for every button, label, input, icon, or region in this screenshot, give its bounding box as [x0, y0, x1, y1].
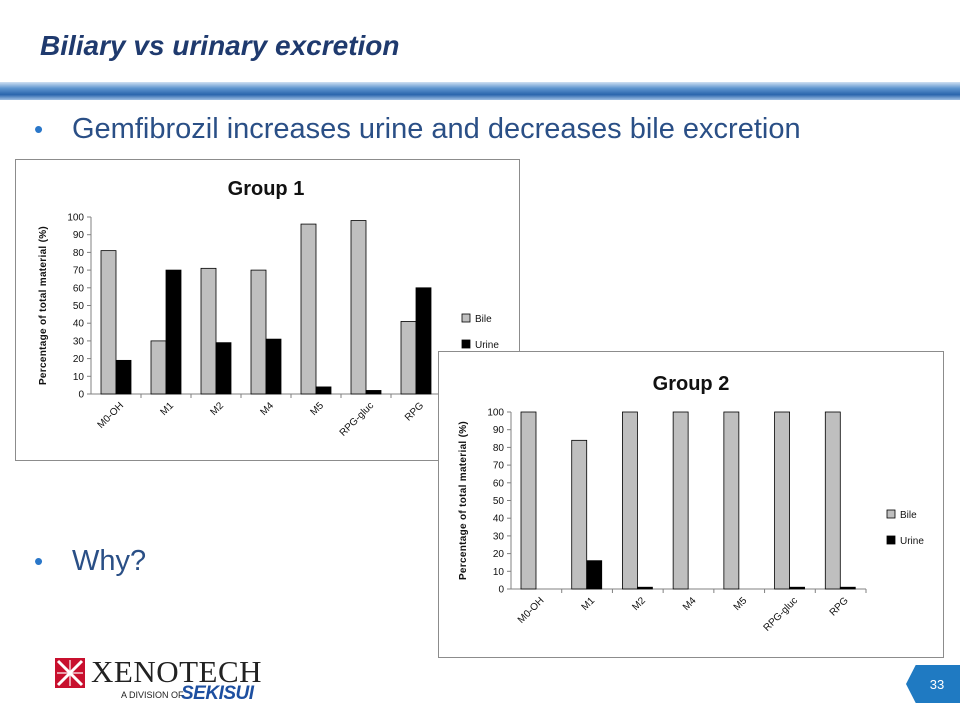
chart-1-x-tick-label: M4	[259, 400, 277, 418]
chart-2-bar-urine-rpg	[839, 586, 856, 590]
chart-1-bar-bile-m4	[250, 269, 267, 395]
xenotech-logo-mark-icon	[55, 658, 85, 688]
chart-2-legend-label-bile: Bile	[900, 510, 917, 521]
chart-2-bar-urine-m1	[586, 560, 603, 590]
chart-2-title: Group 2	[653, 373, 730, 395]
chart-1-legend-label-bile: Bile	[475, 314, 492, 325]
chart-2-y-tick-label: 30	[493, 531, 505, 542]
chart-1-bar-urine-m0-oh	[115, 359, 132, 395]
chart-2-y-tick-label: 80	[493, 443, 505, 454]
chart-2-bar-bile-m1	[571, 439, 588, 590]
chart-2-y-tick-label: 90	[493, 425, 505, 436]
chart-1-legend-swatch-urine	[461, 339, 471, 349]
chart-2-y-tick-label: 0	[498, 585, 504, 596]
chart-1-y-tick-label: 90	[73, 230, 85, 241]
chart-1-y-tick-label: 20	[73, 354, 85, 365]
chart-2-y-tick-label: 20	[493, 549, 505, 560]
chart-1-y-tick-label: 60	[73, 283, 85, 294]
chart-1-y-tick-label: 30	[73, 336, 85, 347]
chart-1-bar-bile-m2	[200, 267, 217, 395]
chart-2-y-tick-label: 40	[493, 514, 505, 525]
chart-1-bar-bile-m0-oh	[100, 250, 117, 395]
chart-1-y-tick-label: 50	[73, 301, 85, 312]
xenotech-logo: XENOTECH A DIVISION OF SEKISUI	[55, 652, 262, 710]
logo-division-text: A DIVISION OF	[121, 690, 184, 700]
chart-2-x-tick-label: M0-OH	[516, 595, 547, 626]
chart-1-bar-urine-rpg-gluc	[365, 390, 382, 395]
chart-2-bar-urine-rpg-gluc	[789, 586, 805, 590]
chart-2-bar-bile-rpg	[824, 411, 841, 590]
page-number: 33	[929, 676, 945, 692]
chart-2-x-tick-label: M4	[681, 595, 699, 613]
chart-1-bar-bile-rpg-gluc	[350, 220, 367, 395]
chart-1-legend-swatch-bile	[461, 313, 471, 323]
chart-1-x-tick-label: M2	[209, 400, 227, 418]
chart-group-2-plot: Group 2 0 10 20 30 40 50 60 70 80 90 100 M0-OH M1 M2 M4…	[458, 373, 924, 634]
chart-1-y-tick-label: 40	[73, 319, 85, 330]
chart-1-bar-urine-rpg	[415, 287, 432, 395]
chart-1-bar-urine-m1	[165, 269, 182, 395]
chart-1-bar-urine-m2	[215, 342, 232, 395]
slide-title: Biliary vs urinary excretion	[40, 30, 400, 61]
chart-2-legend-swatch-bile	[886, 509, 896, 519]
chart-1-title: Group 1	[228, 178, 305, 200]
chart-2-legend-swatch-urine	[886, 535, 896, 545]
chart-2-x-tick-label: M1	[580, 595, 598, 613]
chart-2-y-tick-label: 70	[493, 461, 505, 472]
page-number-badge: 33	[906, 665, 960, 703]
chart-2-bar-bile-m0-oh	[520, 411, 537, 590]
chart-2-x-tick-label: RPG-gluc	[762, 595, 800, 633]
chart-2-x-tick-label: M2	[630, 595, 648, 613]
chart-1-x-tick-label: M5	[309, 400, 327, 418]
logo-wordmark: XENOTECH	[91, 654, 263, 689]
chart-1-y-tick-label: 70	[73, 266, 85, 277]
chart-1-x-tick-label: RPG	[403, 400, 426, 423]
chart-1-y-tick-label: 80	[73, 248, 85, 259]
chart-1-bar-bile-rpg	[400, 321, 417, 395]
logo-parent-brand: SEKISUI	[181, 683, 254, 704]
chart-1-x-tick-label: M1	[159, 400, 177, 418]
title-underline-bar	[0, 82, 960, 100]
chart-1-y-tick-label: 0	[78, 390, 84, 401]
chart-1-bar-bile-m1	[150, 340, 167, 395]
bullet-point-2: Why?	[34, 545, 146, 578]
chart-1-y-axis-label: Percentage of total material (%)	[38, 226, 49, 385]
chart-1-y-tick-label: 10	[73, 372, 85, 383]
chart-2-y-tick-label: 10	[493, 567, 505, 578]
chart-1-bar-urine-m4	[265, 338, 282, 395]
chart-1-y-tick-label: 100	[67, 213, 84, 224]
chart-2-bar-bile-rpg-gluc	[774, 411, 790, 590]
chart-2-y-tick-label: 60	[493, 478, 505, 489]
chart-2-y-tick-label: 100	[487, 408, 504, 419]
chart-2-y-axis-label: Percentage of total material (%)	[458, 421, 469, 580]
chart-2-bar-bile-m2	[622, 411, 638, 590]
chart-2-legend-label-urine: Urine	[900, 536, 924, 547]
chart-1-x-tick-label: RPG-gluc	[338, 400, 376, 438]
chart-group-1: Group 1 0 10 20 30 40 50 60 70 80 90 100 M0-OH M1 M2 M4…	[15, 159, 520, 461]
chart-2-x-tick-label: M5	[732, 595, 750, 613]
chart-group-1-plot: Group 1 0 10 20 30 40 50 60 70 80 90 100 M0-OH M1 M2 M4…	[38, 178, 499, 439]
chart-2-bar-bile-m4	[672, 411, 689, 590]
chart-2-bar-bile-m5	[723, 411, 740, 590]
chart-1-bar-urine-m5	[315, 386, 332, 395]
chart-1-bar-bile-m5	[300, 223, 317, 395]
chart-2-y-tick-label: 50	[493, 496, 505, 507]
bullet-point-1: Gemfibrozil increases urine and decrease…	[34, 113, 801, 146]
chart-group-2: Group 2 0 10 20 30 40 50 60 70 80 90 100 M0-OH M1 M2 M4…	[438, 351, 944, 658]
chart-2-bar-urine-m2	[637, 586, 653, 590]
chart-1-legend-label-urine: Urine	[475, 340, 499, 351]
chart-2-x-tick-label: RPG	[828, 595, 851, 618]
chart-1-x-tick-label: M0-OH	[96, 400, 127, 431]
